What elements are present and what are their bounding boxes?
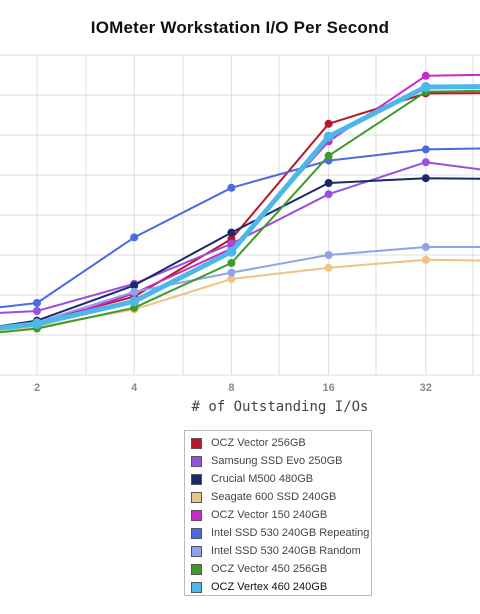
legend-item: Intel SSD 530 240GB Random — [191, 543, 361, 559]
data-point — [129, 296, 140, 307]
data-point — [324, 179, 333, 187]
series-line — [0, 147, 480, 309]
x-tick-label: 32 — [420, 382, 432, 394]
data-point — [227, 228, 236, 237]
chart-title: IOMeter Workstation I/O Per Second — [90, 18, 390, 37]
legend-swatch — [191, 437, 202, 449]
data-point — [130, 287, 139, 296]
legend-item: Seagate 600 SSD 240GB — [191, 489, 336, 505]
legend-label: Seagate 600 SSD 240GB — [211, 491, 337, 503]
legend-label: Crucial M500 480GB — [211, 473, 314, 485]
series-line — [0, 84, 480, 331]
legend-swatch — [191, 581, 202, 593]
legend-label: OCZ Vector 450 256GB — [211, 563, 328, 575]
series-8 — [0, 82, 480, 331]
data-point — [324, 151, 333, 160]
x-tick-label: 4 — [131, 382, 138, 394]
legend-label: Intel SSD 530 240GB Repeating — [211, 527, 370, 539]
data-point — [421, 243, 430, 251]
data-point — [421, 145, 430, 154]
legend-swatch — [191, 527, 202, 539]
series-group — [0, 71, 480, 334]
series-0 — [0, 89, 480, 329]
legend-item: OCZ Vector 256GB — [191, 435, 306, 451]
data-point — [33, 307, 41, 315]
series-1 — [0, 158, 480, 315]
data-point — [33, 299, 41, 307]
data-point — [324, 251, 333, 259]
legend-label: Samsung SSD Evo 250GB — [211, 455, 343, 467]
data-point — [324, 119, 333, 128]
data-point — [227, 183, 236, 192]
data-point — [324, 263, 333, 272]
data-point — [323, 131, 334, 142]
legend-label: Intel SSD 530 240GB Random — [211, 545, 361, 557]
data-point — [420, 82, 431, 92]
data-point — [421, 255, 430, 264]
data-point — [227, 268, 236, 277]
data-point — [32, 318, 42, 329]
x-tick-label: 16 — [322, 382, 334, 394]
data-point — [227, 275, 236, 283]
x-tick-label: 2 — [34, 382, 40, 394]
data-point — [226, 246, 237, 257]
legend-swatch — [191, 455, 202, 467]
data-point — [130, 281, 139, 290]
legend-item: Crucial M500 480GB — [191, 471, 313, 487]
legend-label: OCZ Vector 150 240GB — [211, 509, 328, 521]
legend-item: OCZ Vertex 460 240GB — [191, 579, 327, 595]
x-axis-label: # of Outstanding I/Os — [191, 399, 369, 415]
series-5 — [0, 145, 480, 309]
data-point — [421, 174, 430, 183]
legend-label: OCZ Vector 256GB — [211, 437, 306, 449]
legend-swatch — [191, 545, 202, 557]
series-4 — [0, 71, 480, 330]
legend-swatch — [191, 509, 202, 521]
series-line — [0, 73, 480, 329]
legend: OCZ Vector 256GB Samsung SSD Evo 250GB Cru… — [184, 430, 372, 596]
legend-item: Intel SSD 530 240GB Repeating — [191, 525, 369, 541]
data-point — [421, 158, 430, 167]
data-point — [227, 259, 236, 267]
x-tick-label: 8 — [228, 382, 234, 394]
legend-label: OCZ Vertex 460 240GB — [211, 581, 328, 593]
legend-item: OCZ Vector 450 256GB — [191, 561, 327, 577]
legend-swatch — [191, 563, 202, 575]
legend-swatch — [191, 473, 202, 485]
legend-swatch — [191, 491, 202, 503]
data-point — [130, 233, 139, 242]
legend-item: OCZ Vector 150 240GB — [191, 507, 327, 523]
data-point — [421, 71, 430, 80]
x-axis-ticks: 2 4 8 16 32 — [34, 382, 432, 394]
legend-item: Samsung SSD Evo 250GB — [191, 453, 342, 469]
data-point — [324, 190, 333, 199]
